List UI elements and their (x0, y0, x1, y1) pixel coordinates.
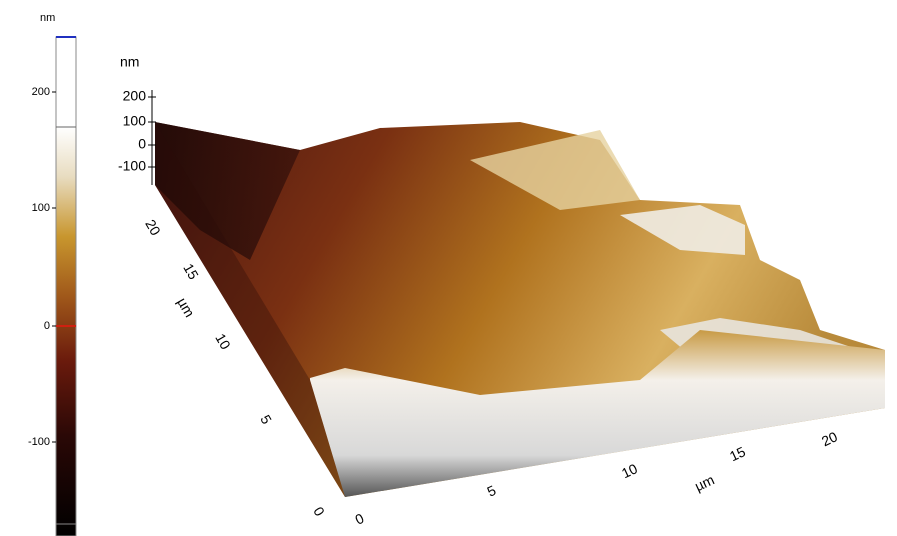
surface-highlight (470, 130, 640, 210)
z-tick-label: 200 (123, 88, 147, 104)
z-tick-label: -100 (118, 158, 146, 174)
x-tick-label: 15 (727, 443, 748, 464)
y-axis-unit: µm (174, 295, 198, 320)
x-tick-label: 20 (819, 428, 840, 449)
x-tick-label: 10 (619, 460, 640, 481)
y-tick-label: 20 (142, 217, 164, 239)
z-tick-label: 100 (123, 113, 147, 129)
colorbar-tick-label: 0 (44, 320, 50, 332)
y-tick-label: 5 (257, 412, 275, 427)
y-tick-label: 0 (310, 504, 328, 519)
surface-side (155, 122, 345, 497)
colorbar-tick-label: -100 (28, 436, 50, 448)
surface-shadow (155, 122, 300, 260)
y-tick-label: 15 (180, 261, 202, 283)
surface-highlight (620, 205, 745, 255)
colorbar-tick-label: 200 (32, 86, 50, 98)
colorbar-unit: nm (40, 12, 55, 24)
surface-front (310, 330, 885, 497)
z-tick-label: 0 (138, 136, 146, 152)
x-axis-unit: µm (692, 471, 717, 494)
x-tick-label: 5 (485, 482, 499, 500)
z-axis-unit: nm (120, 54, 139, 70)
y-tick-label: 10 (212, 331, 234, 353)
x-tick-label: 0 (353, 510, 367, 528)
colorbar-tick-label: 100 (32, 202, 50, 214)
colorbar (55, 36, 77, 536)
